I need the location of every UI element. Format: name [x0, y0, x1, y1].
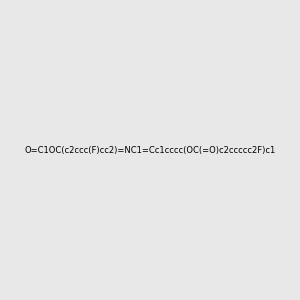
- Text: O=C1OC(c2ccc(F)cc2)=NC1=Cc1cccc(OC(=O)c2ccccc2F)c1: O=C1OC(c2ccc(F)cc2)=NC1=Cc1cccc(OC(=O)c2…: [24, 146, 276, 154]
